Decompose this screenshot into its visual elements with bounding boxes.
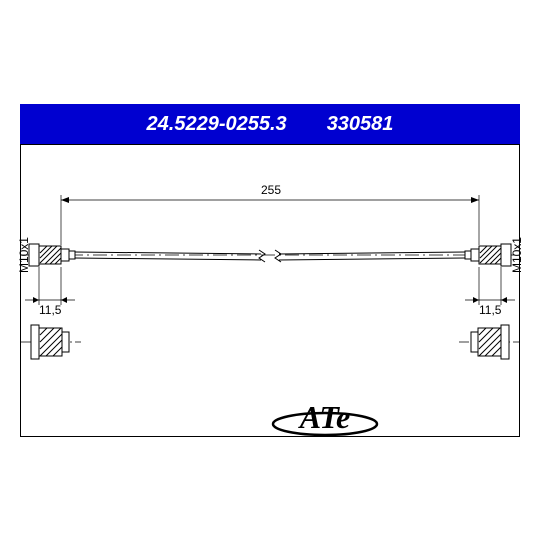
- part-number: 24.5229-0255.3: [147, 113, 287, 136]
- thread-left: M10x1: [17, 237, 31, 273]
- thread-right: M10x1: [510, 237, 524, 273]
- fitting-width-right: 11,5: [479, 303, 501, 317]
- header-bar: 24.5229-0255.3 330581: [20, 104, 520, 144]
- diagram-container: 24.5229-0255.3 330581: [20, 104, 520, 437]
- fitting-width-left: 11,5: [39, 303, 61, 317]
- drawing-area: 255 11,5 11,5 M10x1 M10x1 ATe: [20, 144, 520, 437]
- svg-text:ATe: ATe: [298, 399, 350, 435]
- ref-number: 330581: [327, 113, 394, 136]
- length-label: 255: [261, 183, 281, 197]
